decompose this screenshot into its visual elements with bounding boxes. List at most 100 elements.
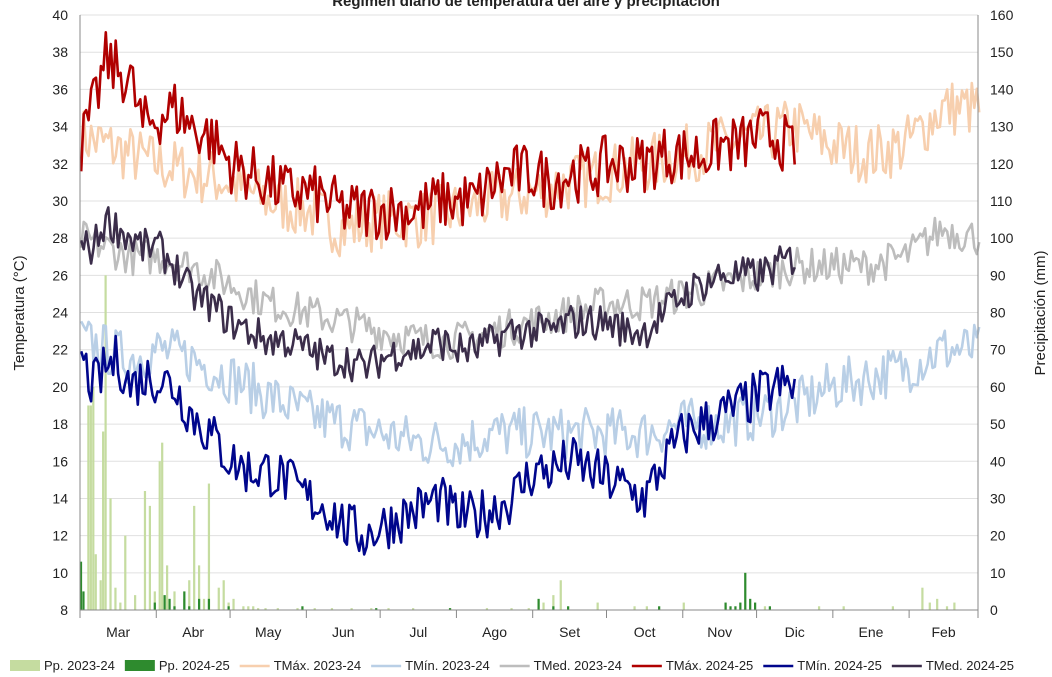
legend-item: TMáx. 2023-24: [239, 658, 361, 673]
legend-item: TMed. 2024-25: [891, 658, 1014, 673]
x-tick-label: Feb: [931, 624, 955, 640]
precip-bar: [82, 591, 85, 610]
precip-bar: [370, 608, 373, 610]
legend-item: Pp. 2024-25: [124, 658, 230, 673]
y2-tick-label: 120: [990, 156, 1014, 172]
precip-bar: [330, 608, 334, 610]
legend-item: TMín. 2024-25: [763, 658, 882, 673]
legend-label: TMín. 2024-25: [797, 658, 882, 673]
precip-bar: [936, 598, 939, 610]
x-tick-label: Abr: [182, 624, 204, 640]
y2-tick-label: 110: [990, 193, 1013, 209]
precip-bar: [542, 602, 545, 610]
precip-bar: [264, 608, 267, 610]
precip-bar: [252, 606, 255, 610]
y2-tick-label: 40: [990, 453, 1006, 469]
precip-bar: [301, 606, 304, 610]
legend-label: Pp. 2023-24: [44, 658, 115, 673]
series-line-tmin2425: [79, 334, 796, 556]
x-tick-label: Ago: [482, 624, 507, 640]
legend-item: TMed. 2023-24: [499, 658, 622, 673]
precip-bar: [227, 606, 230, 610]
legend-label: TMed. 2024-25: [926, 658, 1014, 673]
x-tick-label: Mar: [106, 624, 130, 640]
precip-bar: [552, 606, 555, 610]
legend: Pp. 2023-24 Pp. 2024-25 TMáx. 2023-24 TMín.…: [10, 658, 1014, 673]
series-line-tmed2324: [79, 216, 981, 361]
y-tick-label: 10: [52, 565, 68, 581]
series-line-tmax2324: [79, 81, 981, 258]
precip-bar: [168, 598, 171, 610]
precip-bar: [148, 505, 151, 610]
y2-tick-label: 70: [990, 342, 1006, 358]
x-tick-label: Ene: [859, 624, 884, 640]
x-tick-label: Dic: [785, 624, 805, 640]
precip-bar: [527, 608, 530, 610]
legend-item: TMín. 2023-24: [371, 658, 490, 673]
legend-label: TMáx. 2024-25: [666, 658, 753, 673]
precip-bar: [739, 602, 742, 610]
temperature-lines: [79, 30, 981, 556]
y-tick-label: 22: [52, 342, 68, 358]
precip-bar: [197, 598, 201, 610]
precip-bar: [153, 591, 156, 610]
y-tick-label: 36: [52, 81, 68, 97]
precip-bar: [79, 561, 83, 610]
legend-swatch: [10, 660, 40, 671]
precip-bar: [124, 535, 127, 610]
x-tick-label: Oct: [634, 624, 656, 640]
y2-tick-label: 100: [990, 230, 1014, 246]
y-tick-label: 38: [52, 44, 68, 60]
precip-bar: [945, 606, 949, 610]
precip-bar: [217, 587, 220, 610]
precip-bar: [232, 598, 235, 610]
precip-bar: [552, 595, 555, 610]
precip-bar: [448, 608, 452, 610]
legend-label: TMáx. 2023-24: [274, 658, 361, 673]
precip-bar: [645, 606, 648, 610]
series-line-tmin2324: [80, 320, 981, 468]
axes: 8 10 12 14 16 18 20 22 24 26 28 30 32 34 36 38 40 0 10 20 30…: [52, 7, 1013, 640]
legend-item: Pp. 2023-24: [10, 658, 115, 673]
precip-bar: [222, 580, 225, 610]
legend-label: Pp. 2024-25: [159, 658, 230, 673]
y2-tick-label: 160: [990, 7, 1014, 23]
precip-bar: [729, 606, 732, 610]
precip-bar: [763, 606, 767, 610]
precip-bar: [153, 602, 156, 610]
precip-bar: [537, 598, 540, 610]
precip-bar: [257, 608, 260, 610]
y-tick-label: 28: [52, 230, 68, 246]
precip-bar: [183, 591, 186, 610]
precip-bar: [276, 608, 279, 610]
y2-axis-title: Precipitación (mm): [1032, 250, 1049, 375]
precip-bar: [817, 606, 821, 610]
precip-bar: [119, 602, 122, 610]
y-tick-label: 20: [52, 379, 68, 395]
y2-tick-label: 80: [990, 305, 1006, 321]
series-line-tmax2425: [79, 30, 796, 241]
precip-bar: [89, 405, 92, 610]
y2-tick-label: 60: [990, 379, 1006, 395]
y2-tick-label: 50: [990, 416, 1006, 432]
precip-bar: [633, 606, 636, 610]
precip-bar: [173, 591, 176, 610]
y-tick-label: 16: [52, 453, 68, 469]
precip-bar: [158, 461, 161, 610]
precip-bar: [744, 572, 747, 610]
precip-bar: [207, 598, 211, 610]
chart-title: Régimen diario de temperatura del aire y…: [332, 0, 720, 10]
precip-bar: [104, 275, 107, 610]
y2-tick-label: 150: [990, 44, 1014, 60]
y-tick-label: 8: [60, 602, 68, 618]
legend-item: TMáx. 2024-25: [631, 658, 753, 673]
precip-bar: [375, 608, 378, 610]
precip-bar: [559, 580, 562, 610]
y2-tick-label: 30: [990, 490, 1006, 506]
precip-bar: [567, 606, 570, 610]
precip-bar: [842, 606, 845, 610]
legend-label: TMed. 2023-24: [534, 658, 622, 673]
precip-bar: [143, 491, 147, 610]
precip-bar: [754, 602, 757, 610]
precip-bar: [749, 598, 752, 610]
